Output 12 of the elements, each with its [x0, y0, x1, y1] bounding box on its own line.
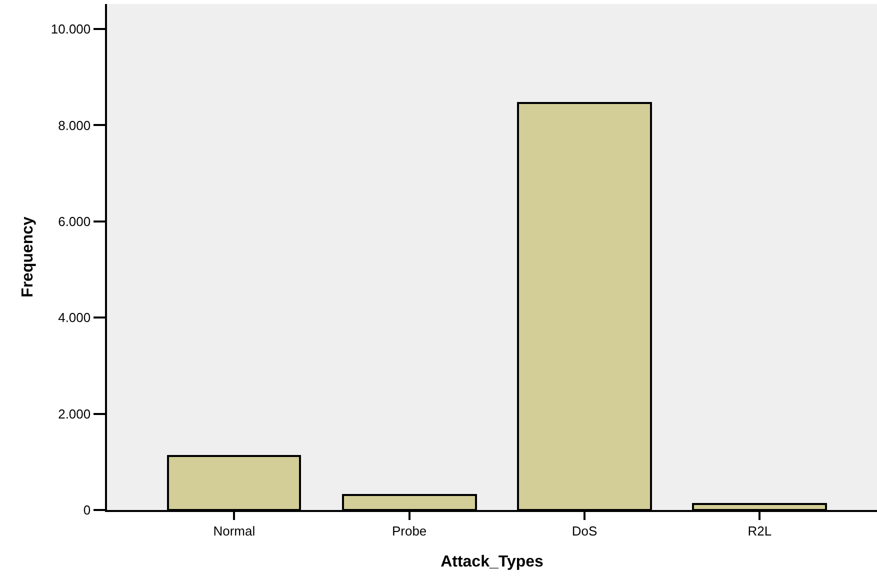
- x-tick-label: Probe: [392, 523, 427, 538]
- y-tick-label: 6.000: [58, 214, 91, 229]
- x-tick-label: DoS: [572, 523, 598, 538]
- y-tick-label: 0: [83, 502, 91, 518]
- x-tick-label: Normal: [213, 523, 256, 538]
- y-tick-label: 2.000: [58, 406, 91, 422]
- y-tick-label: 10.000: [50, 22, 91, 37]
- y-tick-label: 4.000: [58, 310, 91, 326]
- x-tick-label: R2L: [748, 523, 772, 538]
- x-axis-title: Attack_Types: [440, 554, 544, 571]
- y-axis-title: Frequency: [19, 216, 36, 298]
- y-tick-label: 8.000: [58, 118, 91, 133]
